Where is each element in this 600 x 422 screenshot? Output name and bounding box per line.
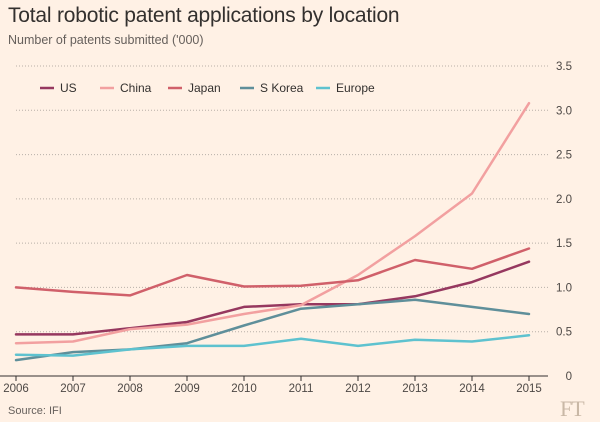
y-tick-label: 2.5 — [556, 150, 572, 162]
chart-subtitle: Number of patents submitted ('000) — [8, 33, 204, 47]
y-tick-label: 1.0 — [556, 282, 572, 294]
x-tick-label: 2008 — [117, 383, 143, 395]
series-line-s-korea — [14, 298, 531, 362]
x-tick-label: 2015 — [516, 383, 542, 395]
legend-label-s-korea: S Korea — [260, 81, 304, 95]
chart-title: Total robotic patent applications by loc… — [8, 4, 400, 27]
series-line-china — [14, 101, 531, 345]
series-line-us — [14, 260, 531, 336]
y-tick-label: 3.0 — [556, 105, 572, 117]
x-tick-label: 2007 — [60, 383, 86, 395]
y-tick-label: 3.5 — [556, 61, 572, 73]
y-tick-label: 0.5 — [556, 327, 572, 339]
y-axis-ticks: 0 0.5 1.0 1.5 2.0 2.5 3.0 3.5 — [556, 61, 572, 383]
x-tick-label: 2013 — [402, 383, 428, 395]
x-tick-label: 2014 — [459, 383, 485, 395]
series-line-japan — [14, 247, 531, 297]
x-tick-label: 2006 — [3, 383, 29, 395]
legend-label-china: China — [120, 81, 152, 95]
x-tick-label: 2011 — [289, 383, 314, 395]
source-note: Source: IFI — [8, 405, 62, 417]
x-tick-label: 2012 — [345, 383, 371, 395]
ft-logo: FT — [560, 396, 585, 421]
gridlines — [16, 65, 548, 333]
legend: US China Japan S Korea Europe — [40, 81, 375, 95]
y-tick-label: 2.0 — [556, 194, 572, 206]
legend-label-japan: Japan — [188, 81, 221, 95]
y-tick-label: 0 — [566, 371, 572, 383]
legend-label-us: US — [60, 81, 77, 95]
x-tick-label: 2009 — [174, 383, 200, 395]
x-tick-label: 2010 — [231, 383, 257, 395]
series-lines — [14, 101, 531, 362]
series-line-europe — [14, 334, 531, 357]
y-tick-label: 1.5 — [556, 238, 572, 250]
x-axis: 2006 2007 2008 2009 2010 2011 2012 2013 2014 2015 — [0, 375, 548, 395]
legend-label-europe: Europe — [336, 81, 375, 95]
